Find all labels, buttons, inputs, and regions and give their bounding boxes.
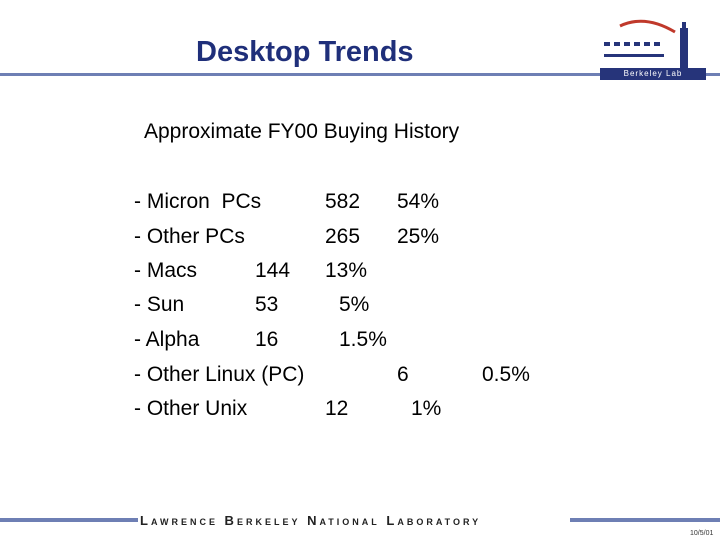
subtitle: Approximate FY00 Buying History: [144, 120, 460, 143]
item-label: - Micron PCs: [134, 190, 262, 213]
item-count: 265: [325, 225, 361, 248]
item-label: - Other PCs: [134, 225, 245, 248]
item-label: - Other Linux (PC): [134, 363, 305, 386]
item-percent: 54%: [397, 190, 440, 213]
item-count: 53: [255, 293, 279, 316]
berkeley-lab-logo-icon: [604, 19, 688, 68]
item-count: 144: [255, 259, 291, 282]
logo-label: Berkeley Lab: [600, 68, 706, 80]
item-percent: 5%: [339, 293, 370, 316]
item-count: 6: [397, 363, 409, 386]
item-percent: 1%: [411, 397, 442, 420]
title-underline: [0, 73, 720, 76]
item-label: - Alpha: [134, 328, 200, 351]
page-title: Desktop Trends: [196, 36, 414, 68]
item-count: 16: [255, 328, 279, 351]
item-percent: 25%: [397, 225, 440, 248]
item-percent: 1.5%: [339, 328, 387, 351]
slide-date: 10/5/01: [690, 530, 714, 537]
footer-band: [138, 512, 570, 528]
footer-lab-name: Lawrence Berkeley National Laboratory: [140, 513, 482, 528]
item-label: - Sun: [134, 293, 185, 316]
item-percent: 0.5%: [482, 363, 530, 386]
item-count: 582: [325, 190, 361, 213]
item-label: - Other Unix: [134, 397, 248, 420]
item-percent: 13%: [325, 259, 368, 282]
item-label: - Macs: [134, 259, 197, 282]
item-count: 12: [325, 397, 349, 420]
